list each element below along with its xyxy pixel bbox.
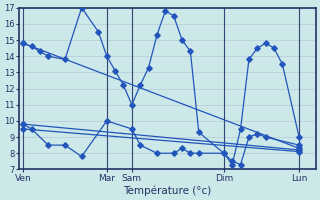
X-axis label: Température (°c): Température (°c) <box>123 185 212 196</box>
